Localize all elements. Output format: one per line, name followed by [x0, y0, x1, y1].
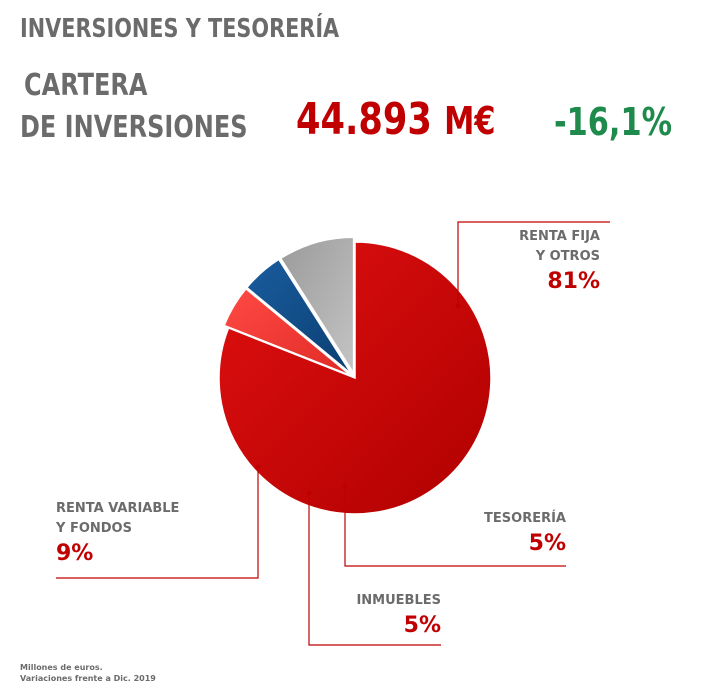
slice-value-label: 5%	[529, 531, 566, 556]
slice-label: RENTA VARIABLE	[56, 501, 179, 516]
footnote-line2: Variaciones frente a Dic. 2019	[20, 674, 156, 683]
portfolio-amount: 44.893 M€	[296, 94, 496, 145]
leader-line	[308, 493, 441, 646]
leader-dot	[455, 303, 461, 309]
leader-line	[457, 221, 610, 306]
slice-label: Y FONDOS	[55, 521, 132, 536]
slice-label: INMUEBLES	[356, 593, 441, 608]
leader-dot	[255, 464, 261, 470]
leader-line	[56, 467, 259, 579]
leader-dot	[342, 483, 348, 489]
slice-label: RENTA FIJA	[519, 229, 600, 244]
footnote: Millones de euros. Variaciones frente a …	[20, 662, 156, 684]
pie-slice	[218, 241, 492, 515]
section-title: INVERSIONES Y TESORERÍA	[20, 14, 340, 44]
slice-value-label: 9%	[56, 541, 93, 566]
portfolio-label-line1: CARTERA	[24, 68, 148, 103]
pie-slice	[279, 236, 355, 376]
portfolio-label-line2: DE INVERSIONES	[20, 110, 248, 145]
pie-slice	[223, 287, 352, 377]
footnote-line1: Millones de euros.	[20, 663, 103, 672]
slice-value-label: 81%	[547, 269, 600, 294]
portfolio-amount-value: 44.893	[296, 94, 432, 145]
slice-label: Y OTROS	[535, 249, 600, 264]
slice-value-label: 5%	[404, 613, 441, 638]
portfolio-amount-unit: M€	[444, 99, 496, 143]
portfolio-change: -16,1%	[554, 100, 673, 144]
slice-label: TESORERÍA	[484, 510, 566, 526]
pie-slice	[245, 258, 353, 375]
leader-dot	[306, 490, 312, 496]
leader-line	[344, 486, 566, 567]
